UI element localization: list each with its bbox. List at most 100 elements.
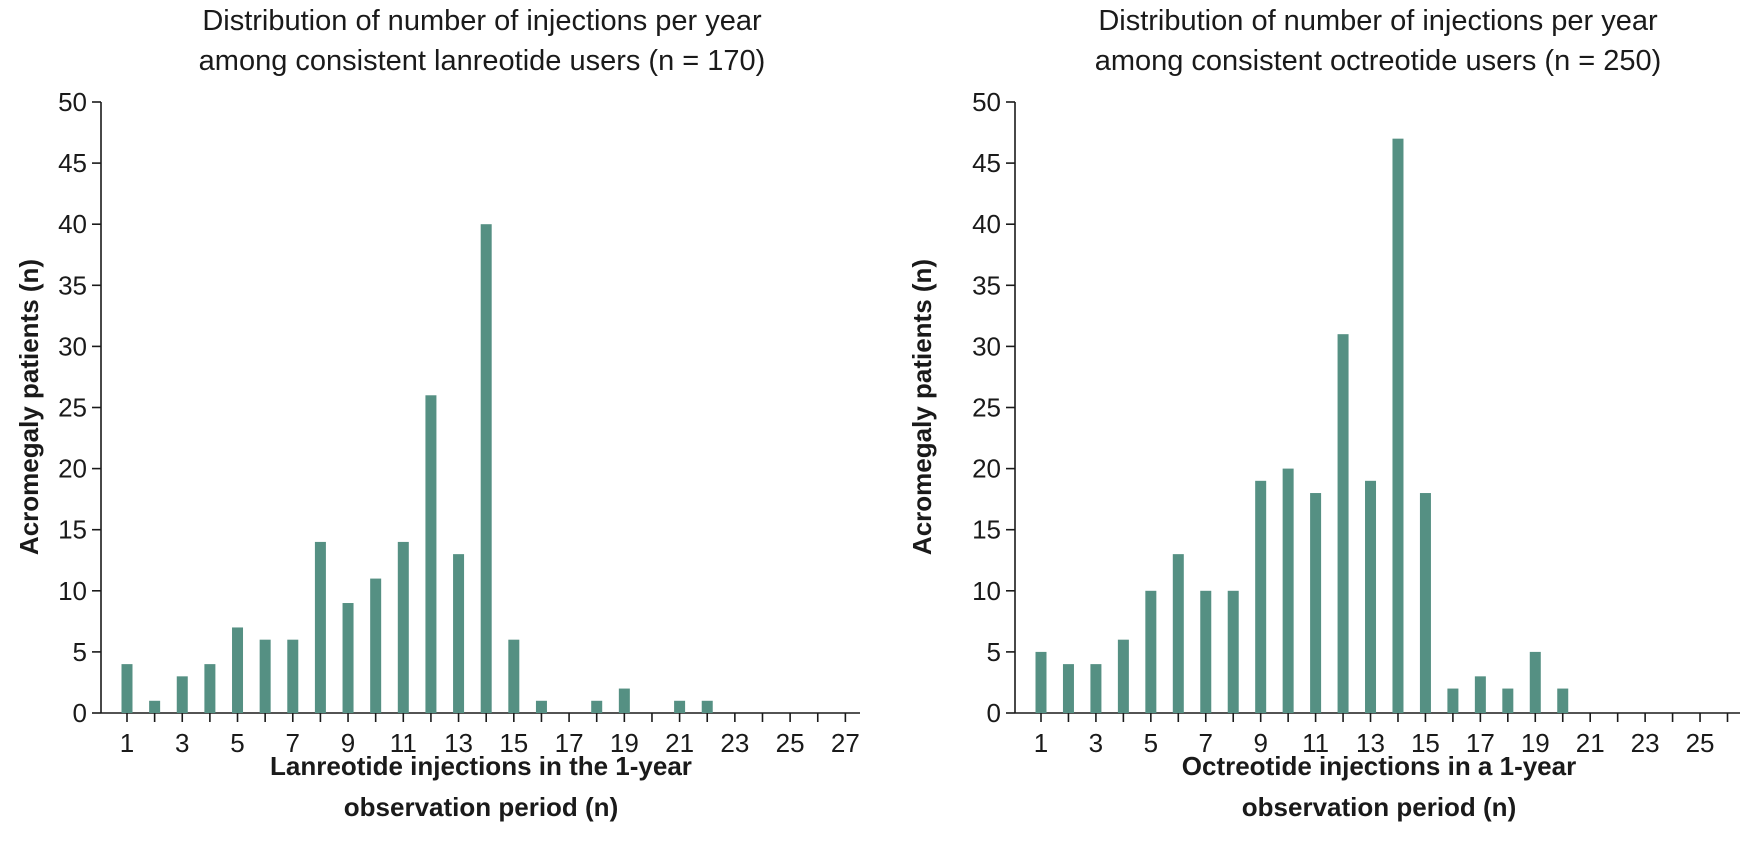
x-tick-label: 3	[175, 728, 189, 758]
bar-x19	[618, 688, 630, 713]
y-tick-label: 50	[972, 87, 1001, 117]
y-tick-label: 40	[972, 209, 1001, 239]
bar-x20	[1557, 688, 1569, 713]
bar-x4	[204, 664, 216, 713]
x-tick-label: 7	[286, 728, 300, 758]
y-tick-label: 40	[58, 209, 87, 239]
x-tick-label: 25	[776, 728, 805, 758]
x-tick-label: 11	[390, 728, 417, 758]
bar-x13	[1365, 480, 1377, 713]
bar-x14	[1392, 138, 1404, 713]
y-tick-label: 30	[972, 331, 1001, 361]
y-tick-label: 25	[972, 393, 1001, 423]
x-tick-label: 23	[720, 728, 749, 758]
chart-title-line: among consistent lanreotide users (n = 1…	[199, 45, 766, 77]
x-tick-label: 25	[1686, 728, 1715, 758]
x-tick-label: 1	[1034, 728, 1048, 758]
bar-x7	[1200, 590, 1212, 713]
x-axis-label-line: observation period (n)	[1242, 792, 1516, 822]
bar-x19	[1529, 651, 1541, 713]
y-tick-label: 50	[58, 87, 87, 117]
bar-x5	[1145, 590, 1157, 713]
bar-x3	[1090, 664, 1102, 713]
bar-x15	[508, 639, 520, 713]
y-tick-label: 5	[987, 637, 1001, 667]
bar-x8	[314, 541, 326, 713]
x-tick-label: 13	[1356, 728, 1385, 758]
bar-x17	[1474, 676, 1486, 713]
chart-title-line: Distribution of number of injections per…	[1098, 5, 1658, 37]
bar-x6	[259, 639, 271, 713]
y-tick-label: 45	[58, 148, 87, 178]
x-tick-label: 17	[1466, 728, 1495, 758]
x-tick-label: 1	[120, 728, 134, 758]
x-tick-label: 3	[1089, 728, 1103, 758]
y-tick-label: 20	[58, 454, 87, 484]
bar-x10	[370, 578, 382, 713]
bar-x1	[1035, 651, 1047, 713]
y-tick-label: 10	[58, 576, 87, 606]
bar-x21	[674, 700, 686, 713]
x-axis-label-line: Octreotide injections in a 1-year	[1182, 751, 1576, 781]
bar-x18	[591, 700, 603, 713]
bar-x6	[1172, 554, 1184, 713]
bar-x16	[1447, 688, 1459, 713]
y-tick-label: 35	[972, 270, 1001, 300]
y-tick-label: 15	[972, 515, 1001, 545]
x-axis-label-line: observation period (n)	[344, 792, 618, 822]
y-tick-label: 30	[58, 331, 87, 361]
bar-x7	[287, 639, 299, 713]
y-tick-label: 20	[972, 454, 1001, 484]
bar-x10	[1282, 468, 1294, 713]
bar-x16	[535, 700, 547, 713]
y-tick-label: 15	[58, 515, 87, 545]
x-tick-label: 15	[499, 728, 528, 758]
x-tick-label: 19	[610, 728, 639, 758]
bar-x4	[1117, 639, 1129, 713]
x-tick-label: 19	[1521, 728, 1550, 758]
bar-x3	[176, 676, 188, 713]
bar-x2	[149, 700, 161, 713]
bar-x13	[453, 554, 465, 713]
x-tick-label: 13	[444, 728, 473, 758]
y-tick-label: 0	[73, 698, 87, 728]
x-tick-label: 15	[1411, 728, 1440, 758]
y-axis-label: Acromegaly patients (n)	[14, 259, 44, 555]
x-tick-label: 21	[1576, 728, 1605, 758]
x-tick-label: 11	[1302, 728, 1329, 758]
y-tick-label: 35	[58, 270, 87, 300]
bar-x12	[425, 395, 437, 713]
x-tick-label: 5	[1144, 728, 1158, 758]
chart-panel-2: Distribution of number of injections per…	[907, 5, 1740, 822]
x-tick-label: 17	[555, 728, 584, 758]
bar-x8	[1227, 590, 1239, 713]
chart-title-line: among consistent octreotide users (n = 2…	[1095, 45, 1662, 77]
bar-x11	[1310, 493, 1322, 713]
x-tick-label: 27	[831, 728, 860, 758]
x-tick-label: 7	[1199, 728, 1213, 758]
x-axis-label-line: Lanreotide injections in the 1-year	[270, 751, 692, 781]
chart-title-line: Distribution of number of injections per…	[202, 5, 762, 37]
y-axis-label: Acromegaly patients (n)	[907, 259, 937, 555]
y-tick-label: 10	[972, 576, 1001, 606]
bar-x15	[1419, 493, 1431, 713]
bar-x18	[1502, 688, 1514, 713]
chart-panel-1: Distribution of number of injections per…	[14, 5, 860, 822]
y-tick-label: 25	[58, 393, 87, 423]
bar-x12	[1337, 334, 1349, 713]
x-tick-label: 9	[1253, 728, 1267, 758]
x-tick-label: 23	[1631, 728, 1660, 758]
y-tick-label: 5	[73, 637, 87, 667]
x-tick-label: 9	[341, 728, 355, 758]
bar-x14	[480, 224, 492, 713]
bar-x11	[397, 541, 409, 713]
bar-x9	[342, 603, 354, 713]
bar-x22	[701, 700, 713, 713]
y-tick-label: 45	[972, 148, 1001, 178]
bar-x9	[1255, 480, 1267, 713]
bar-x1	[121, 664, 133, 713]
x-tick-label: 5	[230, 728, 244, 758]
y-tick-label: 0	[987, 698, 1001, 728]
